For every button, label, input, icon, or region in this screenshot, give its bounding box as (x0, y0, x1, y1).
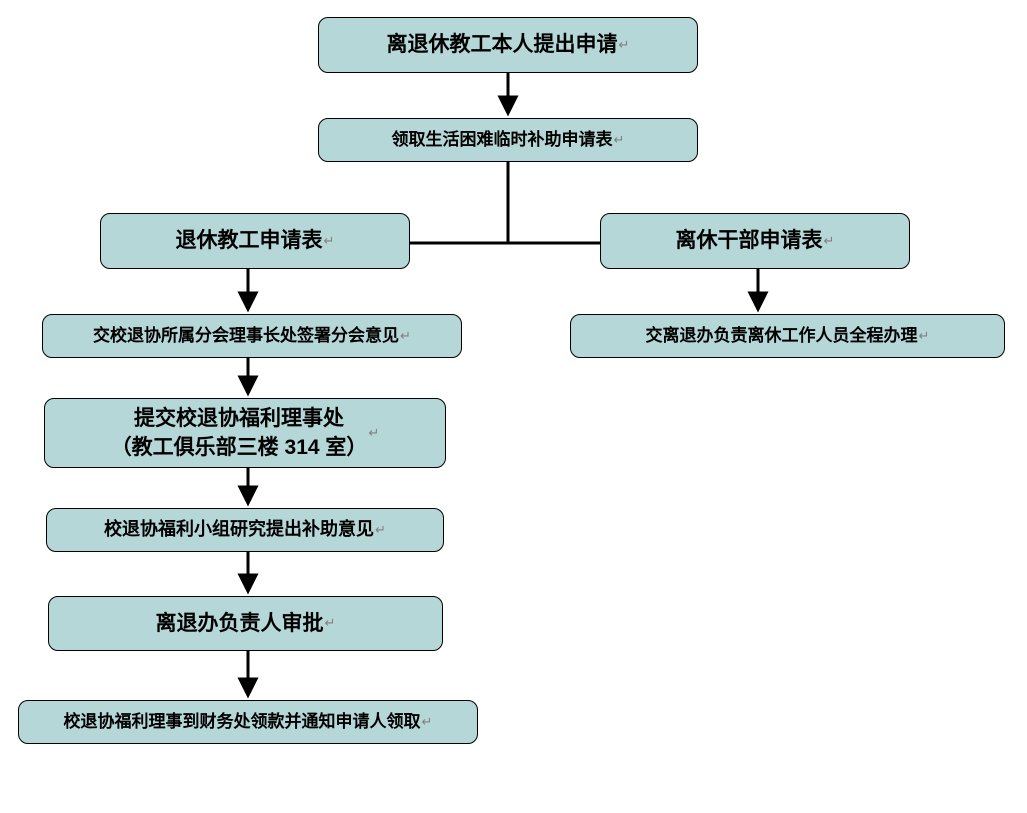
node-label: 校退协福利理事到财务处领款并通知申请人领取 (64, 710, 421, 734)
node-n2: 领取生活困难临时补助申请表↵ (318, 118, 698, 162)
node-n7: 提交校退协福利理事处 （教工俱乐部三楼 314 室）↵ (44, 398, 446, 468)
node-n9: 离退办负责人审批↵ (48, 596, 443, 651)
node-label: 校退协福利小组研究提出补助意见 (104, 517, 374, 542)
node-label: 离休干部申请表 (676, 226, 823, 255)
node-n4: 离休干部申请表↵ (600, 213, 910, 269)
node-label: 离退休教工本人提出申请 (387, 30, 618, 59)
paragraph-mark-icon: ↵ (400, 327, 411, 345)
paragraph-mark-icon: ↵ (375, 521, 386, 539)
node-label: 交离退办负责离休工作人员全程办理 (646, 324, 918, 348)
node-label: 领取生活困难临时补助申请表 (392, 128, 613, 152)
node-n8: 校退协福利小组研究提出补助意见↵ (46, 508, 444, 552)
node-n10: 校退协福利理事到财务处领款并通知申请人领取↵ (18, 700, 478, 744)
paragraph-mark-icon: ↵ (325, 614, 336, 632)
node-n6: 交离退办负责离休工作人员全程办理↵ (570, 314, 1005, 358)
paragraph-mark-icon: ↵ (324, 232, 335, 250)
paragraph-mark-icon: ↵ (614, 131, 625, 149)
node-label: 退休教工申请表 (176, 226, 323, 255)
paragraph-mark-icon: ↵ (619, 36, 630, 54)
node-label: 交校退协所属分会理事长处签署分会意见 (93, 324, 399, 348)
node-n5: 交校退协所属分会理事长处签署分会意见↵ (42, 314, 462, 358)
node-n3: 退休教工申请表↵ (100, 213, 410, 269)
node-n1: 离退休教工本人提出申请↵ (318, 17, 698, 73)
node-label: 提交校退协福利理事处 （教工俱乐部三楼 314 室） (111, 404, 368, 463)
paragraph-mark-icon: ↵ (824, 232, 835, 250)
node-label: 离退办负责人审批 (156, 609, 324, 638)
paragraph-mark-icon: ↵ (919, 327, 930, 345)
paragraph-mark-icon: ↵ (422, 713, 433, 731)
paragraph-mark-icon: ↵ (368, 424, 379, 442)
